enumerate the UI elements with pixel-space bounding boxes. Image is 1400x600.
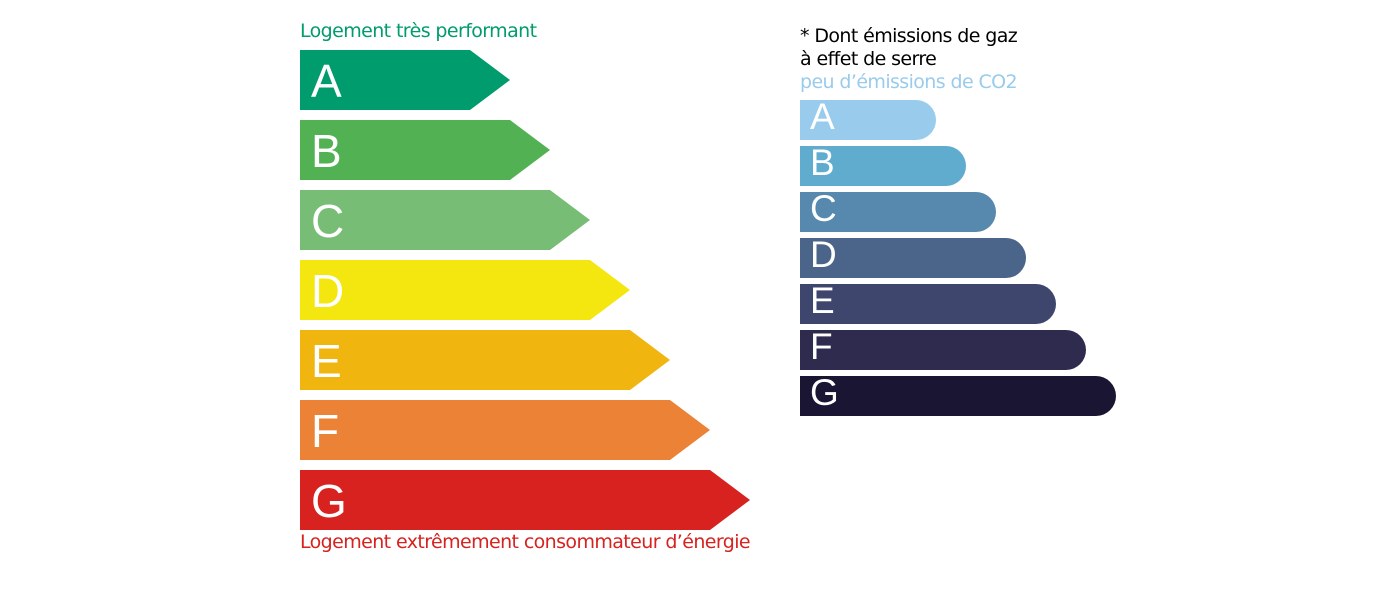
class-letter: C (311, 195, 345, 247)
class-letter: D (311, 265, 345, 317)
ges-class-d: D (800, 234, 1026, 278)
energy-class-c: C (300, 190, 590, 250)
class-letter: A (810, 96, 835, 137)
class-letter: C (810, 188, 837, 229)
ges-title-line1: * Dont émissions de gaz (800, 25, 1018, 47)
energy-class-e: E (300, 330, 670, 390)
class-letter: B (311, 125, 342, 177)
arrow-shape (300, 400, 710, 460)
arrow-shape (300, 120, 550, 180)
arrow-shape (300, 470, 750, 530)
energy-class-g: G (300, 470, 750, 530)
energy-top-label: Logement très performant (300, 20, 537, 42)
ges-class-b: B (800, 142, 966, 186)
energy-bottom-label: Logement extrêmement consommateur d’éner… (300, 531, 751, 553)
energy-class-d: D (300, 260, 630, 320)
ges-class-f: F (800, 326, 1086, 370)
arrow-shape (300, 50, 510, 110)
class-letter: E (810, 280, 835, 321)
class-letter: F (810, 326, 833, 367)
ges-title-line2: à effet de serre (800, 48, 937, 70)
ges-class-g: G (800, 372, 1116, 416)
class-letter: G (810, 372, 839, 413)
class-letter: G (311, 475, 347, 527)
class-letter: E (311, 335, 342, 387)
energy-class-b: B (300, 120, 550, 180)
ges-top-label: peu d’émissions de CO2 (800, 71, 1018, 93)
arrow-shape (300, 190, 590, 250)
class-letter: A (311, 55, 342, 107)
ges-class-c: C (800, 188, 996, 232)
ges-class-e: E (800, 280, 1056, 324)
arrow-shape (300, 260, 630, 320)
ges-class-a: A (800, 96, 936, 140)
arrow-shape (300, 330, 670, 390)
class-letter: B (810, 142, 835, 183)
class-letter: F (311, 405, 340, 457)
class-letter: D (810, 234, 837, 275)
energy-class-f: F (300, 400, 710, 460)
energy-class-a: A (300, 50, 510, 110)
